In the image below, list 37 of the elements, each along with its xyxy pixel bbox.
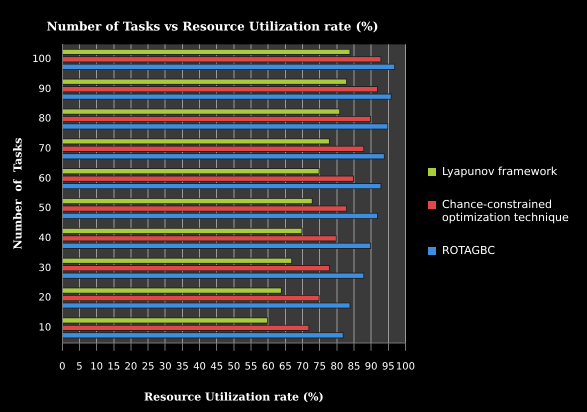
y-tick-label: 30 xyxy=(38,262,52,274)
x-tick-label: 95 xyxy=(382,361,395,372)
x-tick-label: 90 xyxy=(364,361,378,372)
x-tick-label: 10 xyxy=(90,361,103,372)
y-axis-title: Number of Tasks xyxy=(11,138,24,250)
x-tick-label: 75 xyxy=(313,361,326,372)
x-tick-label: 55 xyxy=(244,361,258,372)
x-tick-label: 70 xyxy=(296,361,309,372)
x-tick-label: 65 xyxy=(278,361,292,372)
y-tick-label: 70 xyxy=(38,143,52,154)
y-tick-label: 10 xyxy=(38,322,52,334)
y-tick-label: 100 xyxy=(32,54,52,65)
y-tick-label: 20 xyxy=(38,292,52,304)
x-tick-label: 45 xyxy=(210,361,224,372)
y-tick-label: 60 xyxy=(38,173,52,184)
x-tick-label: 50 xyxy=(228,361,240,372)
x-tick-label: 60 xyxy=(262,361,275,372)
x-tick-label: 80 xyxy=(330,361,344,372)
legend-label: ROTAGBC xyxy=(442,244,496,257)
chart-title: Number of Tasks vs Resource Utilization rate (%) xyxy=(46,19,378,34)
x-tick-label: 30 xyxy=(158,361,172,372)
x-tick-label: 85 xyxy=(348,361,360,372)
y-tick-label: 40 xyxy=(38,232,52,244)
x-tick-label: 0 xyxy=(59,361,66,372)
y-tick-label: 50 xyxy=(38,203,52,214)
y-tick-label: 80 xyxy=(38,114,52,125)
x-tick-label: 5 xyxy=(76,361,83,372)
x-tick-label: 40 xyxy=(193,361,206,372)
x-axis-title: Resource Utilization rate (%) xyxy=(144,390,324,404)
x-tick-label: 15 xyxy=(107,361,120,372)
legend-label: Chance-constrained optimization technique xyxy=(442,198,570,224)
x-tick-label: 25 xyxy=(142,361,154,372)
y-tick-label: 90 xyxy=(38,84,52,95)
x-tick-label: 35 xyxy=(176,361,189,372)
legend-label: Lyapunov framework xyxy=(442,165,558,178)
x-tick-label: 100 xyxy=(396,361,416,372)
x-tick-label: 20 xyxy=(124,361,138,372)
